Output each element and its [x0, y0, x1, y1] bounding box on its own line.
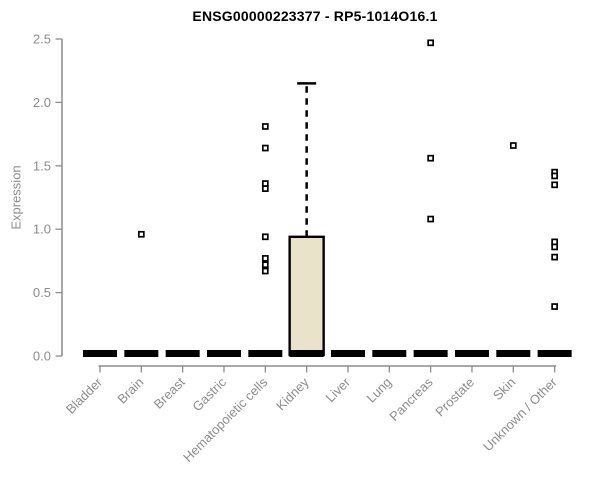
x-tick-label: Skin [490, 375, 518, 403]
x-tick-label: Kidney [273, 374, 312, 413]
outlier-point [261, 261, 269, 269]
outlier-point [261, 123, 269, 130]
median-bar-9 [454, 350, 489, 357]
outlier-point [137, 230, 145, 238]
median-bar-11 [537, 350, 572, 357]
x-tick-label: Bladder [63, 374, 106, 417]
outlier-point [427, 154, 434, 162]
x-tick-label: Lung [363, 375, 394, 406]
outlier-point [551, 243, 558, 251]
median-bar-4 [248, 350, 283, 357]
median-bar-6 [330, 350, 365, 357]
outlier-point [551, 253, 558, 261]
outlier-point [551, 303, 558, 310]
median-bar-7 [372, 350, 407, 357]
x-tick-label: Breast [151, 374, 188, 411]
y-tick-label: 1.5 [33, 158, 51, 173]
outlier-point [551, 181, 558, 189]
x-tick-label: Brain [114, 375, 146, 407]
box-5 [288, 235, 325, 357]
outlier-point [427, 39, 434, 47]
y-tick-label: 2.5 [33, 32, 51, 47]
median-bar-3 [206, 350, 241, 357]
x-tick-label: Unknown / Other [480, 374, 560, 454]
outlier-point [261, 144, 269, 152]
y-tick-label: 0.5 [33, 285, 51, 300]
y-tick-label: 1.0 [33, 222, 51, 237]
outlier-point [427, 215, 434, 223]
median-bar-8 [413, 350, 448, 357]
outlier-point [261, 255, 269, 262]
y-tick-label: 2.0 [33, 95, 51, 110]
outlier-point [551, 172, 558, 180]
x-tick-label: Prostate [432, 375, 477, 420]
outlier-point [509, 142, 517, 149]
outlier-point [261, 267, 269, 275]
median-bar-0 [83, 350, 117, 357]
x-tick-label: Liver [323, 374, 354, 405]
y-tick-label: 0.0 [33, 349, 51, 364]
outlier-point [261, 233, 269, 241]
median-bar-10 [496, 350, 531, 357]
chart-title: ENSG00000223377 - RP5-1014O16.1 [192, 8, 438, 24]
median-bar-5 [289, 350, 324, 357]
median-bar-1 [124, 350, 159, 357]
median-bar-2 [165, 350, 200, 357]
x-tick-label: Pancreas [386, 374, 436, 424]
outlier-point [261, 185, 269, 192]
x-tick-label: Gastric [189, 374, 229, 414]
